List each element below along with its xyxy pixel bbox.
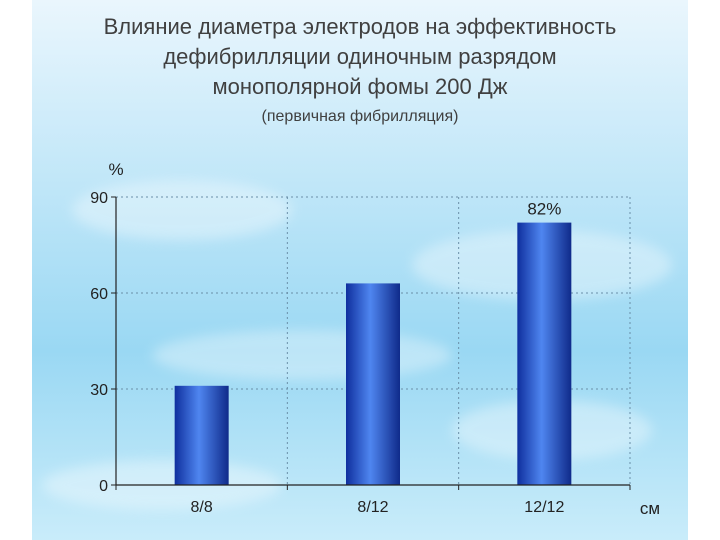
y-tick-label: 90 <box>90 190 108 207</box>
chart-title-line-3: монополярной фомы 200 Дж <box>212 74 508 99</box>
data-label: 82% <box>527 200 561 219</box>
x-tick-label: 8/12 <box>357 499 388 516</box>
x-axis-label: см <box>640 499 660 518</box>
chart-subtitle: (первичная фибрилляция) <box>261 108 459 125</box>
axis-labels: 0 30 60 90 8/8 8/12 12/12 82%% см <box>90 160 660 518</box>
y-tick-label: 30 <box>90 382 108 399</box>
bar <box>174 385 229 485</box>
chart-title-line-1: Влияние диаметра электродов на эффективн… <box>103 14 617 39</box>
chart-title-line-2: дефибрилляции одиночным разрядом <box>163 44 557 69</box>
y-axis-label: % <box>108 160 123 179</box>
bar <box>517 222 572 485</box>
y-tick-label: 0 <box>99 478 108 495</box>
x-tick-label: 12/12 <box>524 499 564 516</box>
x-tick-label: 8/8 <box>191 499 213 516</box>
bar <box>346 283 400 485</box>
y-tick-label: 60 <box>90 286 108 303</box>
axes <box>111 196 631 490</box>
bars <box>174 222 572 485</box>
